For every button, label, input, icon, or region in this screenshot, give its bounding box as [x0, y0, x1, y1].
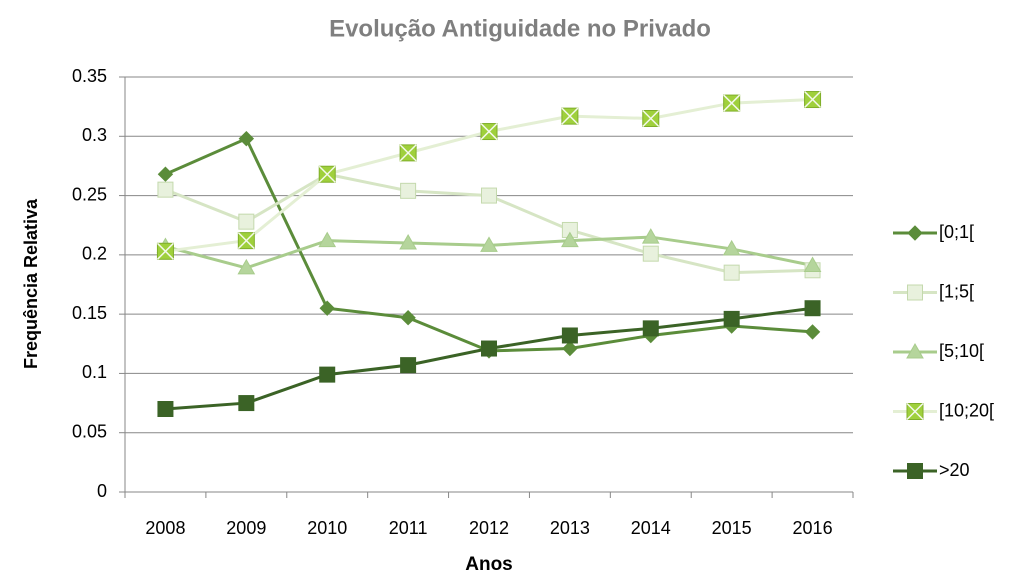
data-point: [238, 395, 255, 412]
legend-label: [5;10[: [939, 341, 984, 361]
data-point: [642, 245, 659, 262]
data-point: [400, 309, 416, 326]
data-point: [561, 231, 579, 248]
y-tick-label: 0.3: [82, 125, 107, 145]
data-point: [480, 123, 498, 141]
legend-marker: [907, 284, 923, 301]
data-point: [722, 239, 741, 256]
data-point: [641, 228, 660, 244]
y-tick-label: 0.2: [82, 244, 107, 264]
data-point: [238, 213, 255, 230]
x-tick-label: 2008: [145, 518, 185, 538]
data-point: [157, 401, 174, 417]
x-tick-label: 2010: [307, 518, 347, 538]
series-line: [165, 306, 813, 411]
y-tick-label: 0.25: [72, 184, 107, 204]
y-tick-label: 0.05: [72, 421, 107, 441]
y-tick-label: 0.35: [72, 66, 107, 86]
x-tick-label: 2013: [550, 518, 590, 538]
data-point: [723, 310, 740, 327]
x-axis-label: Anos: [465, 554, 513, 575]
x-tick-label: 2011: [389, 518, 428, 538]
legend-marker: [907, 225, 923, 241]
data-point: [481, 340, 497, 357]
legend-marker: [906, 342, 924, 359]
data-point: [238, 130, 255, 147]
data-point: [156, 242, 174, 260]
legend-label: [1;5[: [939, 281, 974, 301]
data-point: [562, 340, 578, 357]
data-point: [723, 264, 740, 281]
data-point: [480, 236, 498, 252]
data-point: [400, 357, 417, 374]
data-point: [804, 90, 822, 109]
legend-label: [10;20[: [939, 400, 994, 420]
data-point: [157, 166, 174, 182]
legend-label: >20: [939, 460, 970, 480]
data-point: [561, 107, 579, 125]
x-tick-label: 2015: [712, 518, 752, 538]
data-point: [481, 187, 497, 204]
y-tick-label: 0.15: [72, 303, 107, 323]
x-tick-label: 2009: [226, 518, 266, 538]
data-point: [561, 327, 578, 344]
chart-title: Evolução Antiguidade no Privado: [329, 15, 711, 42]
data-point: [804, 300, 821, 317]
x-tick-label: 2012: [469, 518, 509, 538]
y-axis-label: Frequência Relativa: [21, 198, 41, 369]
data-point: [642, 109, 660, 128]
data-point: [318, 231, 337, 248]
data-point: [319, 366, 336, 383]
x-tick-label: 2016: [793, 518, 833, 538]
data-point: [157, 181, 174, 198]
data-point: [400, 182, 417, 199]
data-point: [237, 258, 256, 275]
data-point: [399, 144, 417, 162]
data-point: [723, 94, 741, 112]
legend-label: [0;1[: [939, 222, 974, 242]
y-tick-label: 0: [97, 481, 107, 501]
legend-marker: [906, 402, 924, 421]
data-point: [319, 300, 335, 316]
data-point: [803, 256, 822, 273]
data-point: [804, 324, 821, 340]
data-point: [642, 320, 659, 337]
data-point: [318, 165, 336, 183]
data-point: [237, 232, 255, 250]
legend-marker: [907, 463, 923, 479]
y-tick-label: 0.1: [82, 362, 107, 382]
data-point: [399, 233, 417, 250]
x-tick-label: 2014: [631, 518, 671, 538]
